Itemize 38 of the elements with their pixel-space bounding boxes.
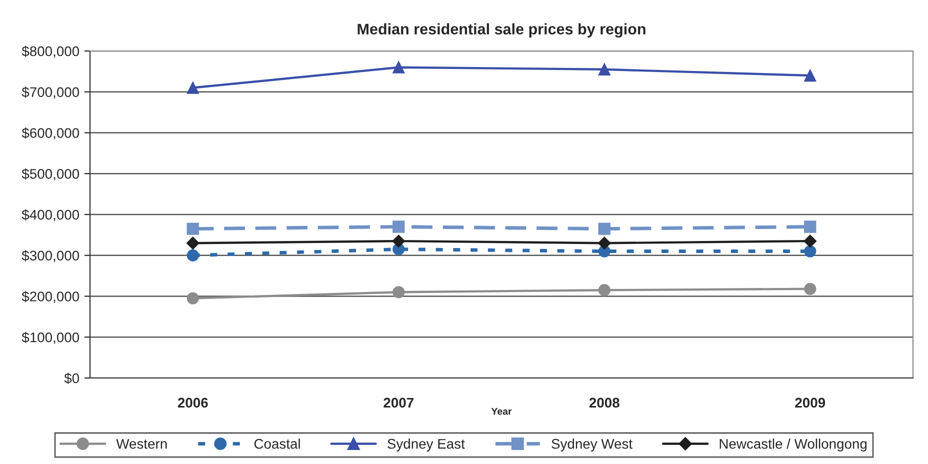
y-tick-label: $0: [64, 372, 80, 384]
point: [392, 286, 405, 298]
x-tick-label: 2009: [795, 398, 826, 408]
chart-title: Median residential sale prices by region: [358, 23, 646, 38]
point: [598, 63, 610, 76]
x-tick-label: 2007: [384, 398, 414, 408]
y-tick-label: $400,000: [22, 209, 80, 222]
y-tick-label: $800,000: [22, 46, 80, 58]
y-tick-label: $100,000: [22, 332, 80, 344]
point: [186, 222, 199, 235]
point: [392, 61, 405, 74]
legend-label: Sydney East: [388, 438, 465, 452]
y-tick-label: $600,000: [22, 128, 80, 140]
y-tick-label: $700,000: [22, 86, 80, 99]
legend-label: Western: [116, 439, 167, 449]
point: [186, 249, 199, 262]
point: [804, 282, 816, 295]
y-tick-label: $300,000: [22, 250, 80, 262]
point: [186, 82, 199, 94]
x-axis-title: Year: [491, 408, 512, 415]
point: [392, 234, 406, 248]
x-tick-label: 2006: [178, 398, 208, 408]
point: [598, 222, 610, 235]
point: [186, 292, 199, 304]
y-tick-label: $200,000: [22, 291, 80, 304]
point: [598, 236, 611, 250]
x-tick-label: 2008: [589, 398, 620, 408]
legend-label: Coastal: [254, 438, 300, 449]
point: [392, 220, 405, 233]
legend-label: Newcastle / Wollongong: [720, 438, 867, 452]
legend-label: Sydney West: [552, 438, 632, 452]
point: [804, 245, 816, 258]
point: [598, 284, 610, 296]
point: [804, 69, 816, 82]
point: [804, 234, 817, 248]
point: [804, 220, 816, 233]
point: [186, 236, 200, 250]
y-tick-label: $500,000: [22, 168, 80, 180]
